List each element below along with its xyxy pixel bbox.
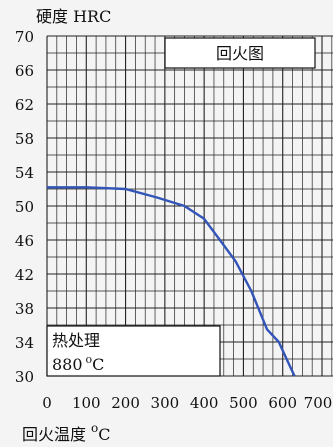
x-tick-label: 100 [72,394,101,412]
treatment-label: 热处理 [52,331,100,350]
grid [46,35,333,377]
x-axis-title: 回火温度 oC [22,421,111,444]
y-tick-label: 42 [15,266,34,284]
x-tick-label: 200 [111,394,140,412]
x-tick-label: 700 [304,394,333,412]
y-tick-label: 34 [15,334,34,352]
treatment-temp: 880 oC [52,353,104,374]
treatment-box: 热处理 880 oC [46,325,221,377]
x-tick-label: 600 [268,394,297,412]
x-tick-label: 300 [151,394,180,412]
legend-title-box: 回火图 [164,37,316,69]
y-tick-label: 38 [15,300,34,318]
x-tick-labels: 0 100 200 300 400 500 600 700 [42,394,332,412]
y-tick-label: 70 [15,28,34,46]
legend-title: 回火图 [216,44,264,63]
x-tick-label: 500 [229,394,258,412]
y-tick-label: 30 [15,368,34,386]
y-tick-label: 54 [15,164,34,182]
y-axis-title: 硬度 HRC [36,7,111,26]
y-tick-label: 66 [15,62,34,80]
y-tick-label: 62 [15,96,34,114]
x-tick-label: 0 [42,394,52,412]
y-tick-label: 46 [15,232,34,250]
y-tick-label: 50 [15,198,34,216]
hardness-curve [47,186,296,377]
series-layer [47,186,296,377]
y-tick-labels: 70 66 62 58 54 50 46 42 38 34 30 [15,28,34,386]
y-tick-label: 58 [15,130,34,148]
x-tick-label: 400 [190,394,219,412]
